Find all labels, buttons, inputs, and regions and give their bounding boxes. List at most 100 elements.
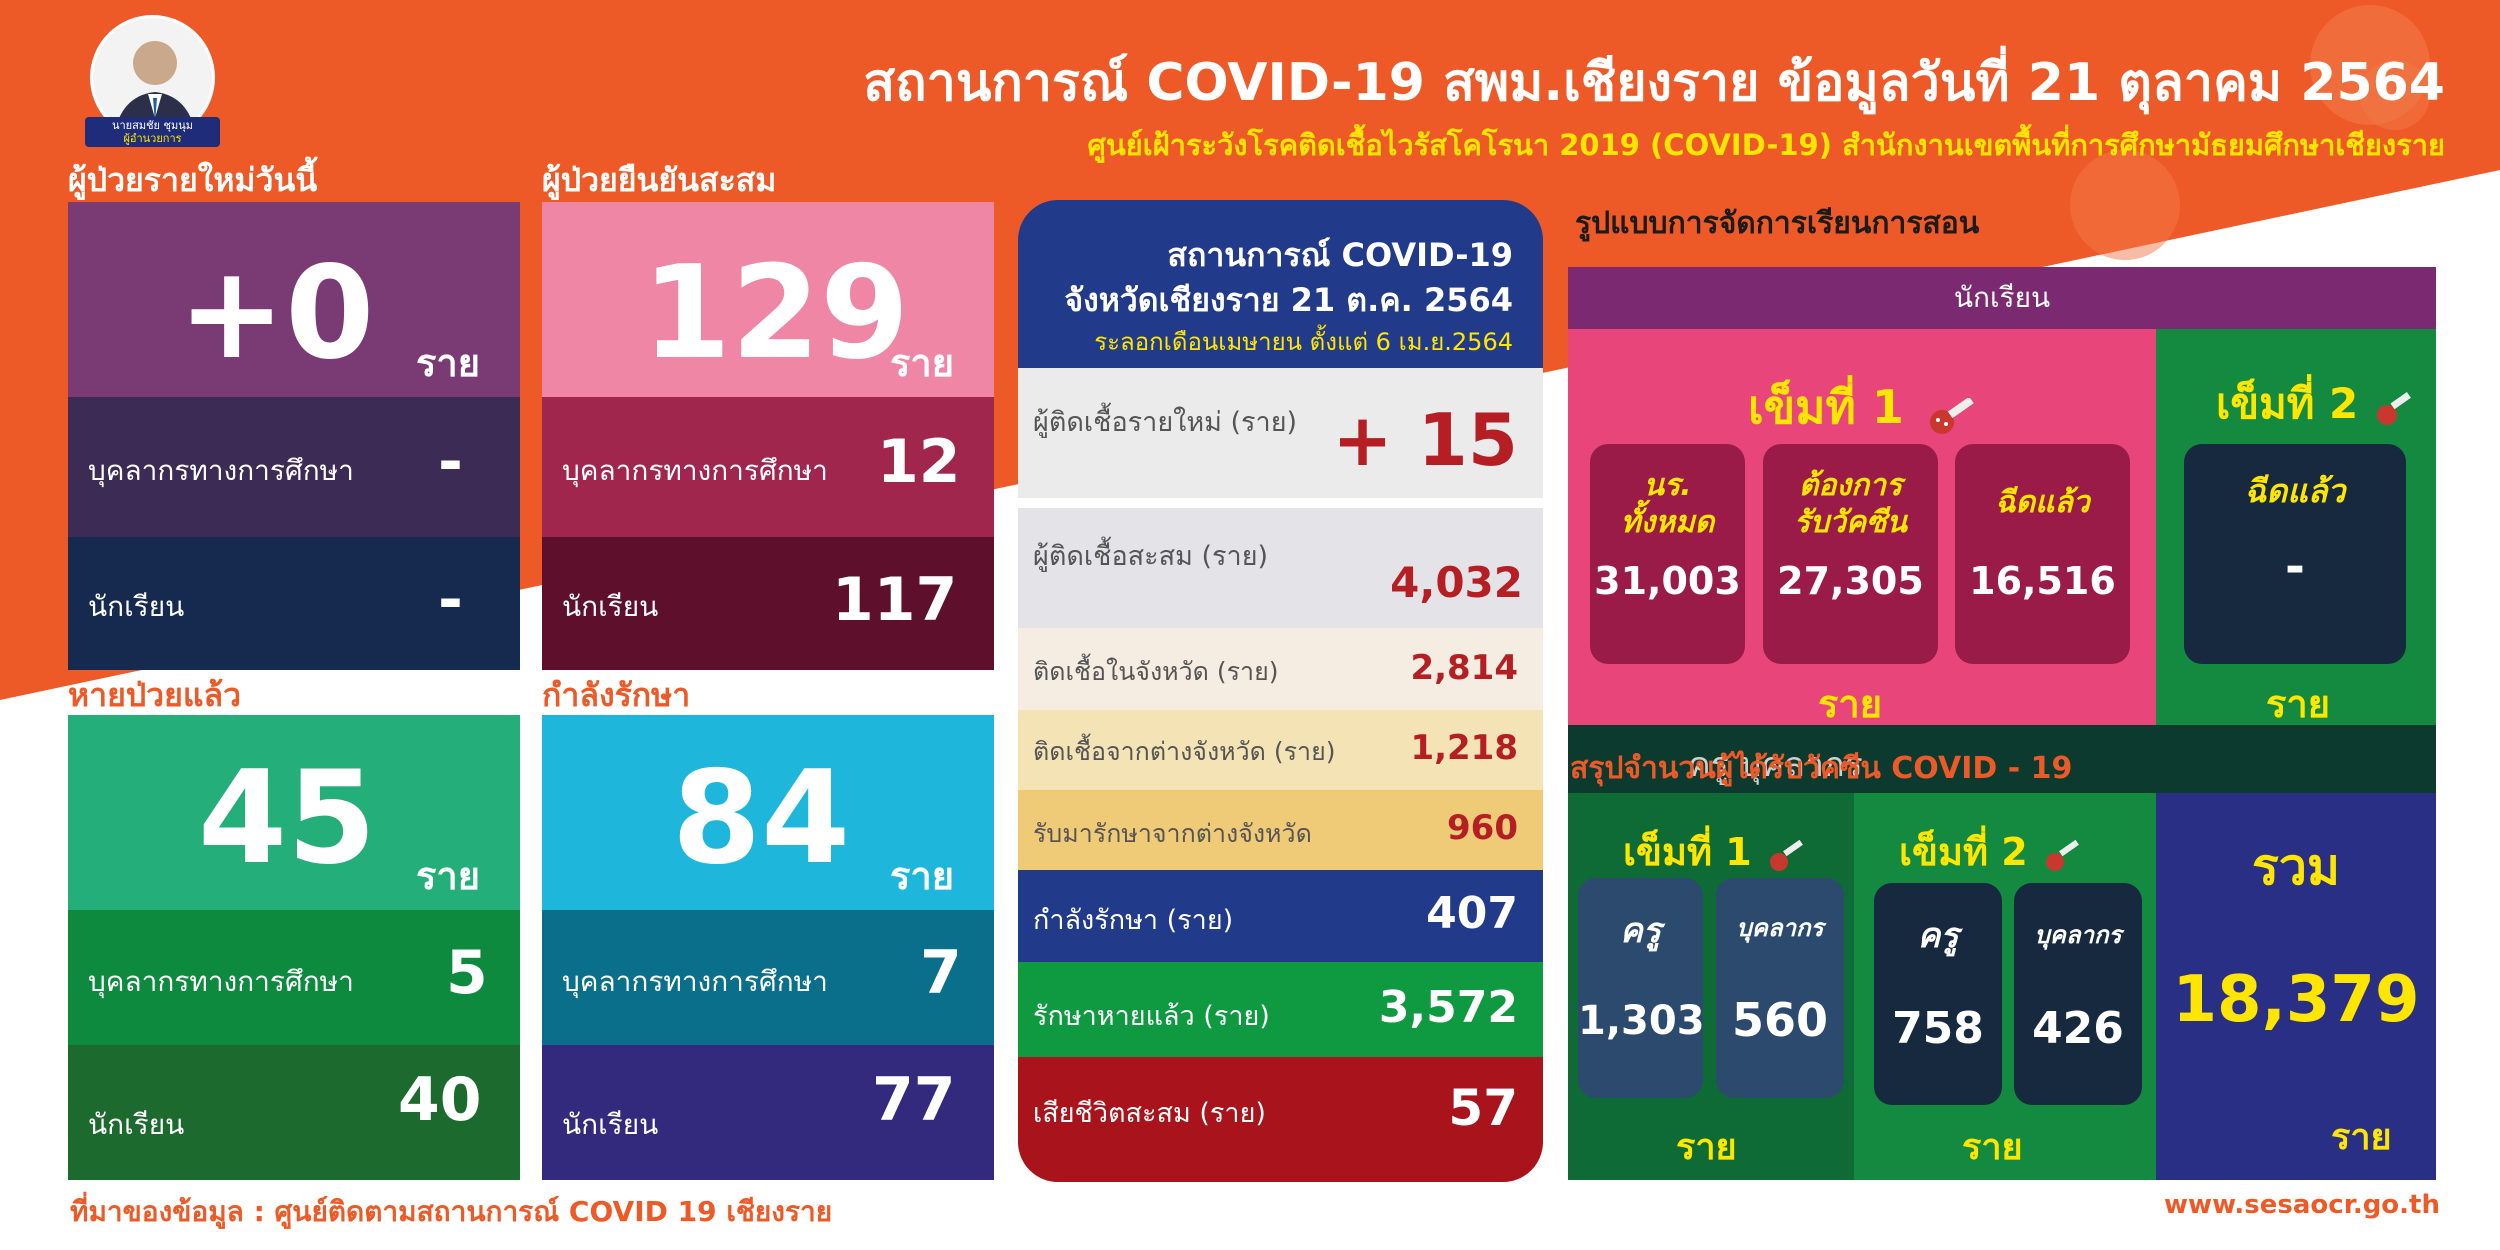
province-in-row: ติดเชื้อในจังหวัด (ราย) 2,814: [1018, 628, 1543, 710]
province-death-label: เสียชีวิตสะสม (ราย): [1033, 1098, 1266, 1129]
cumulative-unit: ราย: [890, 341, 955, 385]
avatar-role: ผู้อำนวยการ: [123, 132, 182, 145]
province-out-label: ติดเชื้อจากต่างจังหวัด (ราย): [1033, 737, 1336, 766]
staff-d2-staff-cell: บุคลากร 426: [2014, 883, 2142, 1105]
recovered-total-panel: 45 ราย: [68, 715, 520, 910]
virus-decoration-icon: [2360, 60, 2430, 130]
province-head-line2: จังหวัดเชียงราย 21 ต.ค. 2564: [1064, 281, 1513, 319]
recovered-total: 45: [198, 744, 377, 893]
treating-staff-label: บุคลากรทางการศึกษา: [562, 965, 828, 998]
students-all-label1: นร.: [1643, 468, 1692, 503]
recovered-card: 45 ราย บุคลากรทางการศึกษา 5 นักเรียน 40: [68, 715, 520, 1180]
recovered-student-value: 40: [398, 1065, 482, 1135]
students-dose2-text: เข็มที่ 2: [2216, 379, 2359, 428]
new-today-title: ผู้ป่วยรายใหม่วันนี้: [68, 161, 318, 199]
new-today-staff-value: -: [438, 427, 463, 497]
province-transfer-row: รับมารักษาจากต่างจังหวัด 960: [1018, 790, 1543, 870]
staff-d2-staff-label: บุคลากร: [2034, 921, 2122, 949]
cumulative-staff-label: บุคลากรทางการศึกษา: [562, 454, 828, 487]
recovered-staff-label: บุคลากรทางการศึกษา: [88, 965, 354, 998]
province-out-row: ติดเชื้อจากต่างจังหวัด (ราย) 1,218: [1018, 710, 1543, 790]
cumulative-total-panel: 129 ราย: [542, 202, 994, 397]
recovered-student-label: นักเรียน: [88, 1108, 185, 1141]
province-transfer-label: รับมารักษาจากต่างจังหวัด: [1033, 819, 1312, 848]
students-dose2-done-label: ฉีดแล้ว: [2244, 472, 2346, 510]
staff-d1-teacher-value: 1,303: [1578, 998, 1705, 1044]
staff-dose2-panel: เข็มที่ 2 ครู 758 บุคลากร 426 ราย: [1854, 793, 2156, 1180]
staff-dose2-text: เข็มที่ 2: [1899, 830, 2028, 874]
province-head-line1: สถานการณ์ COVID-19: [1167, 236, 1513, 274]
students-header: นักเรียน: [1568, 267, 2436, 329]
staff-d1-staff-value: 560: [1731, 993, 1829, 1047]
province-cured-value: 3,572: [1378, 982, 1518, 1033]
cumulative-student-label: นักเรียน: [562, 590, 659, 623]
syringe-icon: [2041, 839, 2081, 871]
cumulative-staff-value: 12: [877, 427, 961, 497]
students-want-label1: ต้องการ: [1798, 468, 1903, 503]
page-subtitle: ศูนย์เฝ้าระวังโรคติดเชื้อไวรัสโคโรนา 201…: [1087, 128, 2445, 162]
avatar-name: นายสมชัย ชุมนุม: [111, 119, 193, 132]
staff-dose2-label: เข็มที่ 2: [1899, 821, 2081, 882]
cumulative-total: 129: [642, 239, 910, 388]
treating-student-row: นักเรียน 77: [542, 1045, 994, 1180]
students-dose1-text: เข็มที่ 1: [1748, 380, 1904, 434]
new-today-card: +0 ราย บุคลากรทางการศึกษา - นักเรียน -: [68, 202, 520, 670]
page-title: สถานการณ์ COVID-19 สพม.เชียงราย ข้อมูลวั…: [863, 53, 2445, 113]
new-today-student-label: นักเรียน: [88, 590, 185, 623]
province-treating-row: กำลังรักษา (ราย) 407: [1018, 870, 1543, 962]
province-new-value: + 15: [1332, 398, 1518, 482]
website-link[interactable]: www.sesaocr.go.th: [2164, 1190, 2440, 1220]
province-death-row: เสียชีวิตสะสม (ราย) 57: [1018, 1057, 1543, 1182]
cumulative-card: 129 ราย บุคลากรทางการศึกษา 12 นักเรียน 1…: [542, 202, 994, 670]
staff-d2-teacher-label: ครู: [1917, 916, 1959, 956]
students-dose2-done-cell: ฉีดแล้ว -: [2184, 444, 2406, 664]
new-today-student-row: นักเรียน -: [68, 537, 520, 670]
cumulative-staff-row: บุคลากรทางการศึกษา 12: [542, 397, 994, 537]
staff-d1-teacher-cell: ครู 1,303: [1578, 878, 1705, 1098]
province-head-line3: ระลอกเดือนเมษายน ตั้งแต่ 6 เม.ย.2564: [1094, 328, 1513, 356]
students-dose1-label: เข็มที่ 1: [1748, 371, 1980, 444]
students-done-value: 16,516: [1969, 559, 2116, 603]
province-death-value: 57: [1448, 1079, 1518, 1137]
students-want-label2: รับวัคซีน: [1794, 505, 1907, 540]
vaccine-summary-title: สรุปจำนวนผู้ได้รับวัคซีน COVID - 19: [1570, 751, 2073, 786]
students-want-cell: ต้องการ รับวัคซีน 27,305: [1763, 444, 1938, 664]
staff-d1-staff-cell: บุคลากร 560: [1716, 878, 1844, 1098]
students-all-label2: ทั้งหมด: [1620, 505, 1715, 540]
treating-title: กำลังรักษา: [542, 676, 691, 714]
province-cum-row: ผู้ติดเชื้อสะสม (ราย) 4,032: [1018, 508, 1543, 628]
staff-d1-teacher-label: ครู: [1619, 911, 1661, 951]
staff-d2-teacher-cell: ครู 758: [1874, 883, 2002, 1105]
students-dose2-panel: เข็มที่ 2 ฉีดแล้ว - ราย: [2156, 329, 2436, 726]
treating-total-panel: 84 ราย: [542, 715, 994, 910]
treating-staff-value: 7: [920, 938, 962, 1008]
syringe-icon: [1920, 395, 1980, 434]
recovered-unit: ราย: [416, 854, 481, 898]
treating-student-value: 77: [872, 1065, 956, 1135]
new-today-total: +0: [178, 239, 375, 388]
province-in-label: ติดเชื้อในจังหวัด (ราย): [1033, 657, 1279, 686]
cumulative-student-value: 117: [832, 565, 958, 635]
teaching-title: รูปแบบการจัดการเรียนการสอน: [1575, 206, 1980, 241]
treating-staff-row: บุคลากรทางการศึกษา 7: [542, 910, 994, 1045]
recovered-staff-value: 5: [446, 938, 488, 1008]
staff-total-panel: รวม 18,379 ราย: [2156, 793, 2436, 1180]
recovered-student-row: นักเรียน 40: [68, 1045, 520, 1180]
new-today-student-value: -: [438, 565, 463, 635]
recovered-staff-row: บุคลากรทางการศึกษา 5: [68, 910, 520, 1045]
staff-dose2-unit: ราย: [1962, 1127, 2023, 1168]
avatar: นายสมชัย ชุมนุม ผู้อำนวยการ: [85, 15, 220, 147]
treating-student-label: นักเรียน: [562, 1108, 659, 1141]
syringe-icon: [1765, 839, 1805, 871]
students-dose2-label: เข็มที่ 2: [2216, 371, 2413, 437]
province-new-label: ผู้ติดเชื้อรายใหม่ (ราย): [1033, 407, 1298, 438]
data-source: ที่มาของข้อมูล : ศูนย์ติดตามสถานการณ์ CO…: [70, 1195, 833, 1228]
staff-d2-staff-value: 426: [2032, 1003, 2124, 1054]
staff-header-hidden: ครู บุคลากร: [1688, 745, 1863, 785]
province-treating-label: กำลังรักษา (ราย): [1033, 905, 1234, 936]
cumulative-student-row: นักเรียน 117: [542, 537, 994, 670]
province-header: สถานการณ์ COVID-19 จังหวัดเชียงราย 21 ต.…: [1018, 200, 1543, 368]
students-done-cell: ฉีดแล้ว 16,516: [1955, 444, 2130, 664]
staff-total-value: 18,379: [2172, 963, 2420, 1037]
province-in-value: 2,814: [1410, 648, 1518, 688]
